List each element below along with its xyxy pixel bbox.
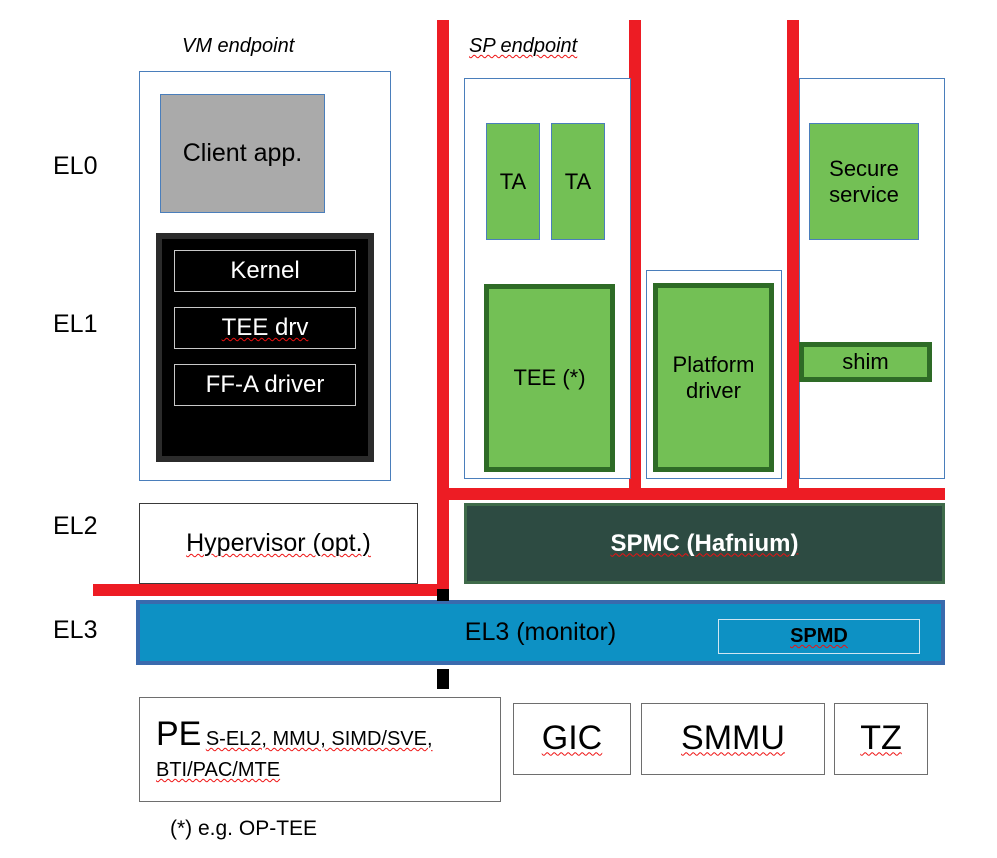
- sp-shim-label: shim: [842, 349, 889, 375]
- footnote-text: (*) e.g. OP-TEE: [170, 817, 318, 840]
- peripheral-box-gic[interactable]: GIC: [513, 703, 631, 775]
- hypervisor-box[interactable]: Hypervisor (opt.): [139, 503, 418, 584]
- vm-client-app-label: Client app.: [182, 139, 303, 168]
- footnote: (*) e.g. OP-TEE: [170, 817, 490, 845]
- vm-client-app-box[interactable]: Client app.: [160, 94, 325, 213]
- el-label-el3: EL3: [53, 612, 133, 648]
- sp-tee-box[interactable]: TEE (*): [484, 284, 615, 472]
- sp-platform-driver-line2: driver: [685, 377, 741, 403]
- sp-secure-service-line2: service: [829, 181, 899, 207]
- sp-ta-left-label: TA: [499, 168, 527, 194]
- el3-monitor-label: EL3 (monitor): [464, 618, 617, 647]
- red-divider-vertical-sp1-sp2: [629, 20, 641, 500]
- el-label-el3-text: EL3: [53, 615, 98, 644]
- red-divider-vertical-sp2-sp3: [787, 20, 799, 500]
- peripheral-smmu-label: SMMU: [681, 719, 785, 758]
- el-label-el0: EL0: [53, 148, 133, 184]
- sp-platform-driver-line1: Platform: [672, 352, 755, 378]
- spmd-box[interactable]: SPMD: [718, 619, 920, 654]
- pe-title: PE: [156, 715, 202, 753]
- vm-endpoint-caption: VM endpoint: [182, 35, 402, 63]
- pe-box[interactable]: PE S-EL2, MMU, SIMD/SVE, BTI/PAC/MTE: [139, 697, 501, 802]
- sp-shim-box[interactable]: shim: [799, 342, 932, 382]
- sp-tee-label: TEE (*): [513, 365, 586, 391]
- red-divider-horizontal-normal: [93, 584, 449, 596]
- pe-features-line2: BTI/PAC/MTE: [156, 758, 281, 781]
- vm-ffa-driver-label: FF-A driver: [205, 371, 325, 399]
- el-label-el0-text: EL0: [53, 151, 98, 180]
- spmc-box[interactable]: SPMC (Hafnium): [464, 503, 945, 584]
- el-label-el1-text: EL1: [53, 309, 98, 338]
- el-label-el2-text: EL2: [53, 511, 98, 540]
- vm-tee-drv-label: TEE drv: [221, 314, 309, 342]
- spmd-label: SPMD: [790, 625, 848, 647]
- vm-kernel-box[interactable]: Kernel: [174, 250, 356, 292]
- el3-monitor-box[interactable]: EL3 (monitor) SPMD: [136, 600, 945, 665]
- vm-kernel-label: Kernel: [230, 257, 300, 285]
- sp-endpoint-caption-text: SP endpoint: [469, 35, 578, 57]
- sp-endpoint-caption: SP endpoint: [469, 35, 689, 63]
- peripheral-tz-label: TZ: [860, 719, 902, 758]
- pe-text-block: PE S-EL2, MMU, SIMD/SVE, BTI/PAC/MTE: [140, 698, 500, 783]
- pe-features-line1: S-EL2, MMU, SIMD/SVE,: [205, 728, 433, 750]
- el-label-el2: EL2: [53, 508, 133, 544]
- peripheral-box-tz[interactable]: TZ: [834, 703, 928, 775]
- hypervisor-label: Hypervisor (opt.): [186, 529, 371, 558]
- sp-ta-box-left[interactable]: TA: [486, 123, 540, 240]
- el-label-el1: EL1: [53, 306, 133, 342]
- peripheral-box-smmu[interactable]: SMMU: [641, 703, 825, 775]
- connector-square-el3-pe: [437, 669, 449, 689]
- spmc-label: SPMC (Hafnium): [610, 529, 799, 557]
- red-divider-vertical-vm-sp: [437, 20, 449, 596]
- vm-ffa-driver-box[interactable]: FF-A driver: [174, 364, 356, 406]
- sp-secure-service-box[interactable]: Secure service: [809, 123, 919, 240]
- sp-ta-box-right[interactable]: TA: [551, 123, 605, 240]
- vm-tee-drv-box[interactable]: TEE drv: [174, 307, 356, 349]
- vm-endpoint-caption-text: VM endpoint: [182, 35, 295, 57]
- sp-secure-service-line1: Secure: [829, 156, 899, 182]
- vm-os-box: Kernel TEE drv FF-A driver: [156, 233, 374, 462]
- peripheral-gic-label: GIC: [541, 719, 603, 758]
- connector-square-el2-el3: [437, 589, 449, 601]
- red-divider-horizontal-secure: [437, 488, 945, 500]
- sp-platform-driver-box[interactable]: Platform driver: [653, 283, 774, 472]
- sp-ta-right-label: TA: [564, 168, 592, 194]
